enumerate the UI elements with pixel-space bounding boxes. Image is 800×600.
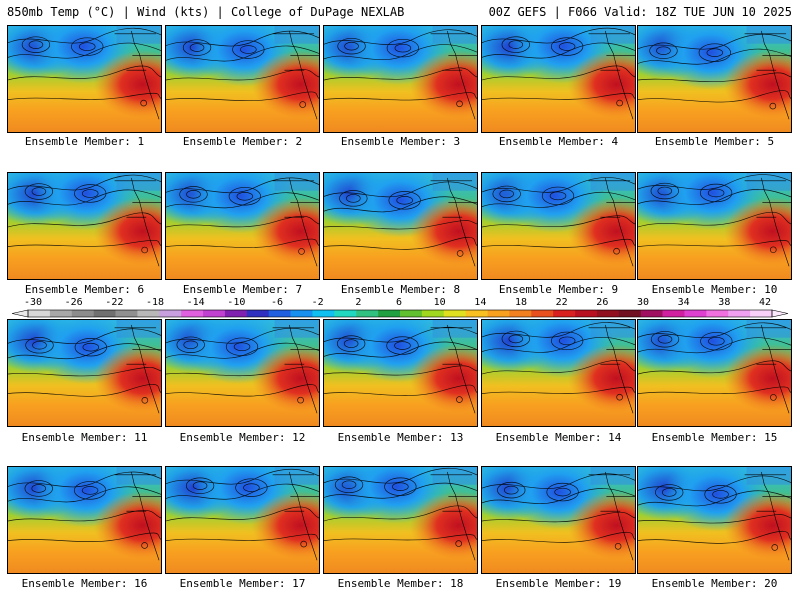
ensemble-map-panel — [637, 25, 792, 133]
colorbar-tick-label: 10 — [433, 297, 446, 308]
ensemble-member-label: Ensemble Member: 5 — [654, 135, 775, 148]
colorbar-tick-label: 2 — [355, 297, 362, 308]
colorbar-swatch — [71, 310, 94, 317]
colorbar-swatch — [684, 310, 707, 317]
colorbar-tick-label: -6 — [270, 297, 284, 308]
run-valid-time: 00Z GEFS | F066 Valid: 18Z TUE JUN 10 20… — [488, 5, 792, 19]
ensemble-member-label: Ensemble Member: 11 — [21, 431, 148, 444]
colorbar-tick-label: 6 — [395, 297, 403, 308]
colorbar-swatch — [203, 310, 226, 317]
ensemble-member-label: Ensemble Member: 18 — [337, 577, 464, 590]
colorbar-tick-label: 26 — [596, 297, 609, 308]
ensemble-member-label: Ensemble Member: 3 — [340, 135, 461, 148]
colorbar-swatch — [378, 310, 401, 317]
colorbar-swatch — [181, 310, 204, 317]
colorbar-tick-label: -14 — [186, 297, 205, 308]
colorbar-tick-label: 14 — [474, 297, 487, 308]
colorbar-tick-label: 18 — [514, 297, 528, 308]
ensemble-map-panel — [481, 319, 636, 427]
ensemble-member-label: Ensemble Member: 19 — [495, 577, 622, 590]
ensemble-member-label: Ensemble Member: 1 — [24, 135, 145, 148]
colorbar-swatch — [334, 310, 357, 317]
colorbar-tick-label: -10 — [227, 297, 246, 308]
colorbar-tick-label: 38 — [718, 297, 731, 308]
colorbar-tick-label: 30 — [636, 297, 650, 308]
colorbar-swatch — [400, 310, 423, 317]
ensemble-map-panel — [7, 172, 162, 280]
colorbar-swatch — [49, 310, 73, 317]
ensemble-member-label: Ensemble Member: 9 — [498, 283, 619, 296]
colorbar-swatch — [531, 310, 554, 317]
colorbar-tick-label: -26 — [64, 297, 83, 308]
colorbar-swatch — [553, 310, 576, 317]
colorbar-swatch — [509, 310, 532, 317]
colorbar-swatch — [224, 310, 248, 317]
ensemble-map-panel — [165, 319, 320, 427]
ensemble-member-label: Ensemble Member: 17 — [179, 577, 306, 590]
colorbar-swatch — [618, 310, 642, 317]
colorbar-swatch — [575, 310, 598, 317]
ensemble-map-panel — [165, 25, 320, 133]
ensemble-member-label: Ensemble Member: 15 — [651, 431, 778, 444]
ensemble-map-panel — [7, 319, 162, 427]
colorbar-swatch — [290, 310, 313, 317]
ensemble-map-panel — [481, 172, 636, 280]
ensemble-map-panel — [165, 466, 320, 574]
colorbar-swatch — [706, 310, 729, 317]
ensemble-member-label: Ensemble Member: 2 — [182, 135, 303, 148]
ensemble-map-panel — [323, 319, 478, 427]
colorbar-swatch — [246, 310, 270, 317]
ensemble-map-panel — [323, 25, 478, 133]
ensemble-member-label: Ensemble Member: 10 — [651, 283, 778, 296]
colorbar-swatch — [596, 310, 620, 317]
colorbar-swatch — [28, 310, 51, 317]
temperature-colorbar — [11, 309, 789, 318]
colorbar-tick-label: 42 — [758, 297, 772, 308]
colorbar-swatch — [137, 310, 160, 317]
map-title: 850mb Temp (°C) | Wind (kts) | College o… — [7, 5, 405, 19]
ensemble-member-label: Ensemble Member: 13 — [337, 431, 464, 444]
colorbar-min-arrow — [11, 309, 29, 318]
colorbar-swatch — [465, 310, 488, 317]
ensemble-map-panel — [481, 466, 636, 574]
colorbar-tick-label: 34 — [677, 297, 690, 308]
ensemble-member-label: Ensemble Member: 7 — [182, 283, 303, 296]
colorbar-max-arrow — [771, 309, 789, 318]
colorbar-swatch — [662, 310, 685, 317]
colorbar-swatch — [159, 310, 182, 317]
ensemble-member-label: Ensemble Member: 8 — [340, 283, 461, 296]
ensemble-map-panel — [165, 172, 320, 280]
ensemble-map-panel — [637, 319, 792, 427]
ensemble-map-panel — [7, 25, 162, 133]
ensemble-member-label: Ensemble Member: 6 — [24, 283, 145, 296]
colorbar-swatch — [93, 310, 116, 317]
ensemble-map-panel — [323, 466, 478, 574]
colorbar-tick-label: -30 — [23, 297, 43, 308]
ensemble-member-label: Ensemble Member: 16 — [21, 577, 148, 590]
colorbar-swatch — [115, 310, 138, 317]
ensemble-map-panel — [323, 172, 478, 280]
colorbar-swatch — [487, 310, 510, 317]
ensemble-member-label: Ensemble Member: 20 — [651, 577, 778, 590]
colorbar-tick-label: -18 — [145, 297, 165, 308]
colorbar-swatch — [421, 310, 445, 317]
colorbar-swatch — [268, 310, 291, 317]
ensemble-map-panel — [7, 466, 162, 574]
colorbar-tick-label: 22 — [555, 297, 568, 308]
ensemble-member-label: Ensemble Member: 12 — [179, 431, 306, 444]
ensemble-map-panel — [481, 25, 636, 133]
ensemble-member-label: Ensemble Member: 4 — [498, 135, 619, 148]
colorbar-swatch — [443, 310, 466, 317]
colorbar-swatch — [640, 310, 663, 317]
colorbar-swatch — [728, 310, 751, 317]
colorbar-swatch — [750, 310, 773, 317]
ensemble-map-panel — [637, 172, 792, 280]
ensemble-member-label: Ensemble Member: 14 — [495, 431, 622, 444]
colorbar-tick-label: -22 — [105, 297, 124, 308]
colorbar-tick-label: -2 — [311, 297, 324, 308]
colorbar-swatch — [356, 310, 379, 317]
colorbar-swatch — [312, 310, 335, 317]
ensemble-map-panel — [637, 466, 792, 574]
